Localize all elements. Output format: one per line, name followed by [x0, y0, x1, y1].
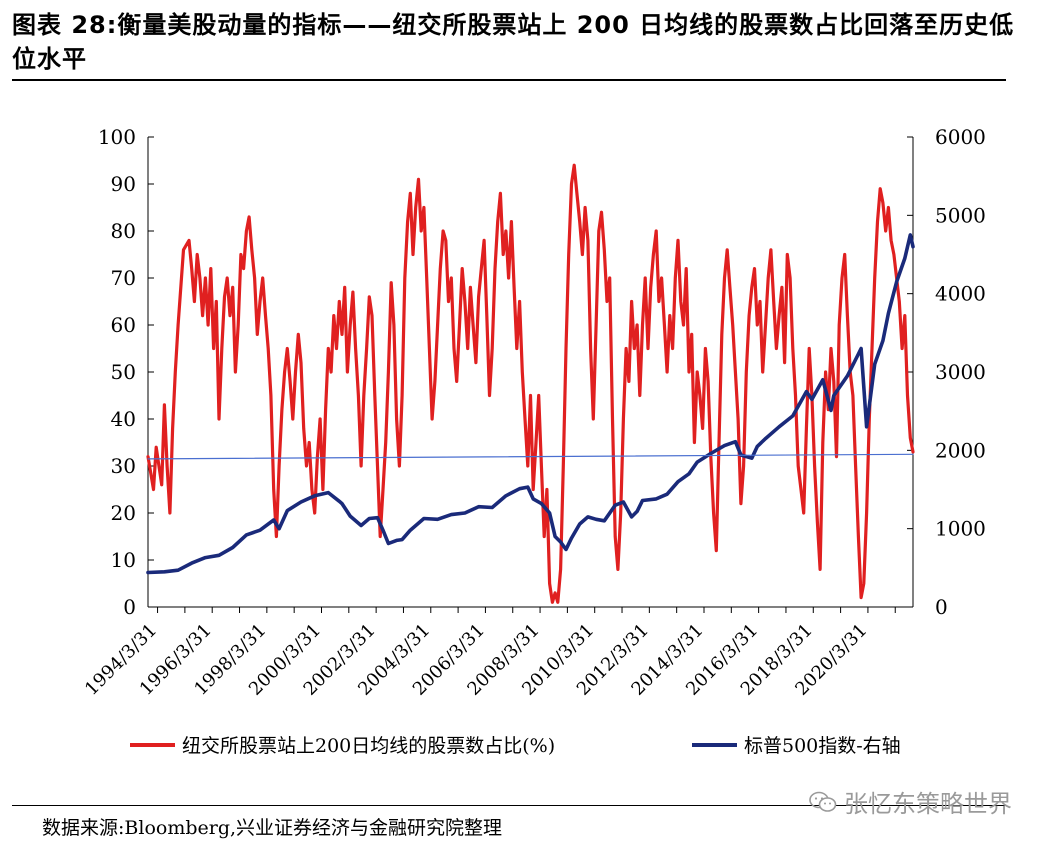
y-left-tick-label: 60 [111, 313, 136, 337]
page-title: 图表 28:衡量美股动量的指标——纽交所股票站上 200 日均线的股票数占比回落… [12, 11, 1015, 73]
y-left-tick-label: 100 [98, 125, 136, 149]
watermark: 张忆东策略世界 [808, 784, 1012, 819]
watermark-text: 张忆东策略世界 [844, 790, 1012, 818]
y-left-tick-label: 10 [111, 548, 136, 572]
source-note: 数据来源:Bloomberg,兴业证券经济与金融研究院整理 [42, 817, 503, 839]
y-right-tick-label: 3000 [935, 360, 986, 384]
y-right-tick-label: 4000 [935, 282, 986, 306]
y-left-tick-label: 30 [111, 454, 136, 478]
legend: 纽交所股票站上200日均线的股票数占比(%) 标普500指数-右轴 [130, 735, 901, 757]
legend-navy-label: 标普500指数-右轴 [744, 735, 901, 757]
y-left-tick-label: 90 [111, 172, 136, 196]
wechat-icon [809, 791, 837, 812]
title-rule [12, 79, 1006, 81]
y-left-tick-label: 50 [111, 360, 136, 384]
series-group [146, 163, 915, 604]
y-left-tick-label: 70 [111, 266, 136, 290]
y-left-tick-label: 0 [123, 595, 136, 619]
y-right-tick-label: 0 [935, 595, 948, 619]
legend-red-label: 纽交所股票站上200日均线的股票数占比(%) [182, 735, 555, 757]
chart: 0102030405060708090100010002000300040005… [81, 125, 986, 757]
y-left-tick-label: 80 [111, 219, 136, 243]
source-rule [12, 805, 1006, 806]
series-sp500 [146, 233, 915, 575]
y-right-tick-label: 2000 [935, 438, 986, 462]
y-right-tick-label: 6000 [935, 125, 986, 149]
series-reference-line [147, 453, 914, 460]
y-left-tick-label: 20 [111, 501, 136, 525]
y-left-tick-label: 40 [111, 407, 136, 431]
y-right-tick-label: 5000 [935, 203, 986, 227]
tick-group: 0102030405060708090100010002000300040005… [81, 125, 986, 700]
series-nyse-above-200dma [146, 163, 915, 604]
y-right-tick-label: 1000 [935, 517, 986, 541]
plot-frame [147, 137, 914, 608]
